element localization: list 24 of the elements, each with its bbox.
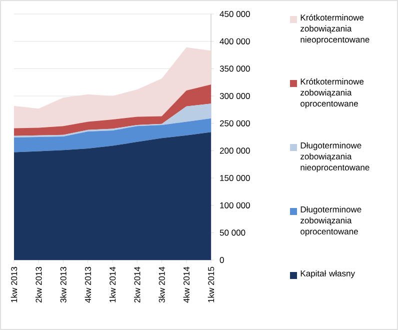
x-tick-label: 3kw 2014: [158, 266, 165, 303]
legend-label: Krótkoterminowe zobowiązania oprocentowane: [300, 78, 364, 108]
y-tick-label: 150 000: [220, 175, 250, 182]
y-tick-label: 400 000: [220, 38, 250, 44]
y-tick-label: 0: [220, 257, 224, 264]
x-tick-label: 3kw 2013: [60, 266, 66, 303]
y-tick-label: 300 000: [220, 93, 250, 100]
legend-label: Krótkoterminowe zobowiązania nieoprocentowane: [300, 14, 370, 44]
x-tick-label: 1kw 2014: [109, 266, 116, 302]
y-tick-label: 50 000: [220, 230, 246, 236]
x-tick-label: 2kw 2014: [134, 266, 140, 302]
x-tick-label: 4kw 2013: [84, 266, 91, 303]
legend-label: Kapitał własny: [300, 270, 355, 278]
x-tick-label: 1kw 2015: [208, 266, 214, 302]
x-tick-label: 1kw 2013: [10, 266, 18, 302]
x-tick-label: 4kw 2014: [183, 266, 190, 303]
y-tick-label: 350 000: [220, 66, 250, 72]
legend-label: Długoterminowe zobowiązania oprocentowane: [300, 206, 362, 236]
legend-label: Długoterminowe zobowiązania nieoprocentowane: [300, 142, 370, 172]
x-tick-label: 2kw 2013: [36, 266, 42, 302]
y-tick-label: 250 000: [220, 120, 250, 126]
y-tick-label: 200 000: [220, 148, 250, 154]
y-tick-label: 450 000: [220, 11, 250, 18]
y-tick-label: 100 000: [220, 202, 250, 208]
